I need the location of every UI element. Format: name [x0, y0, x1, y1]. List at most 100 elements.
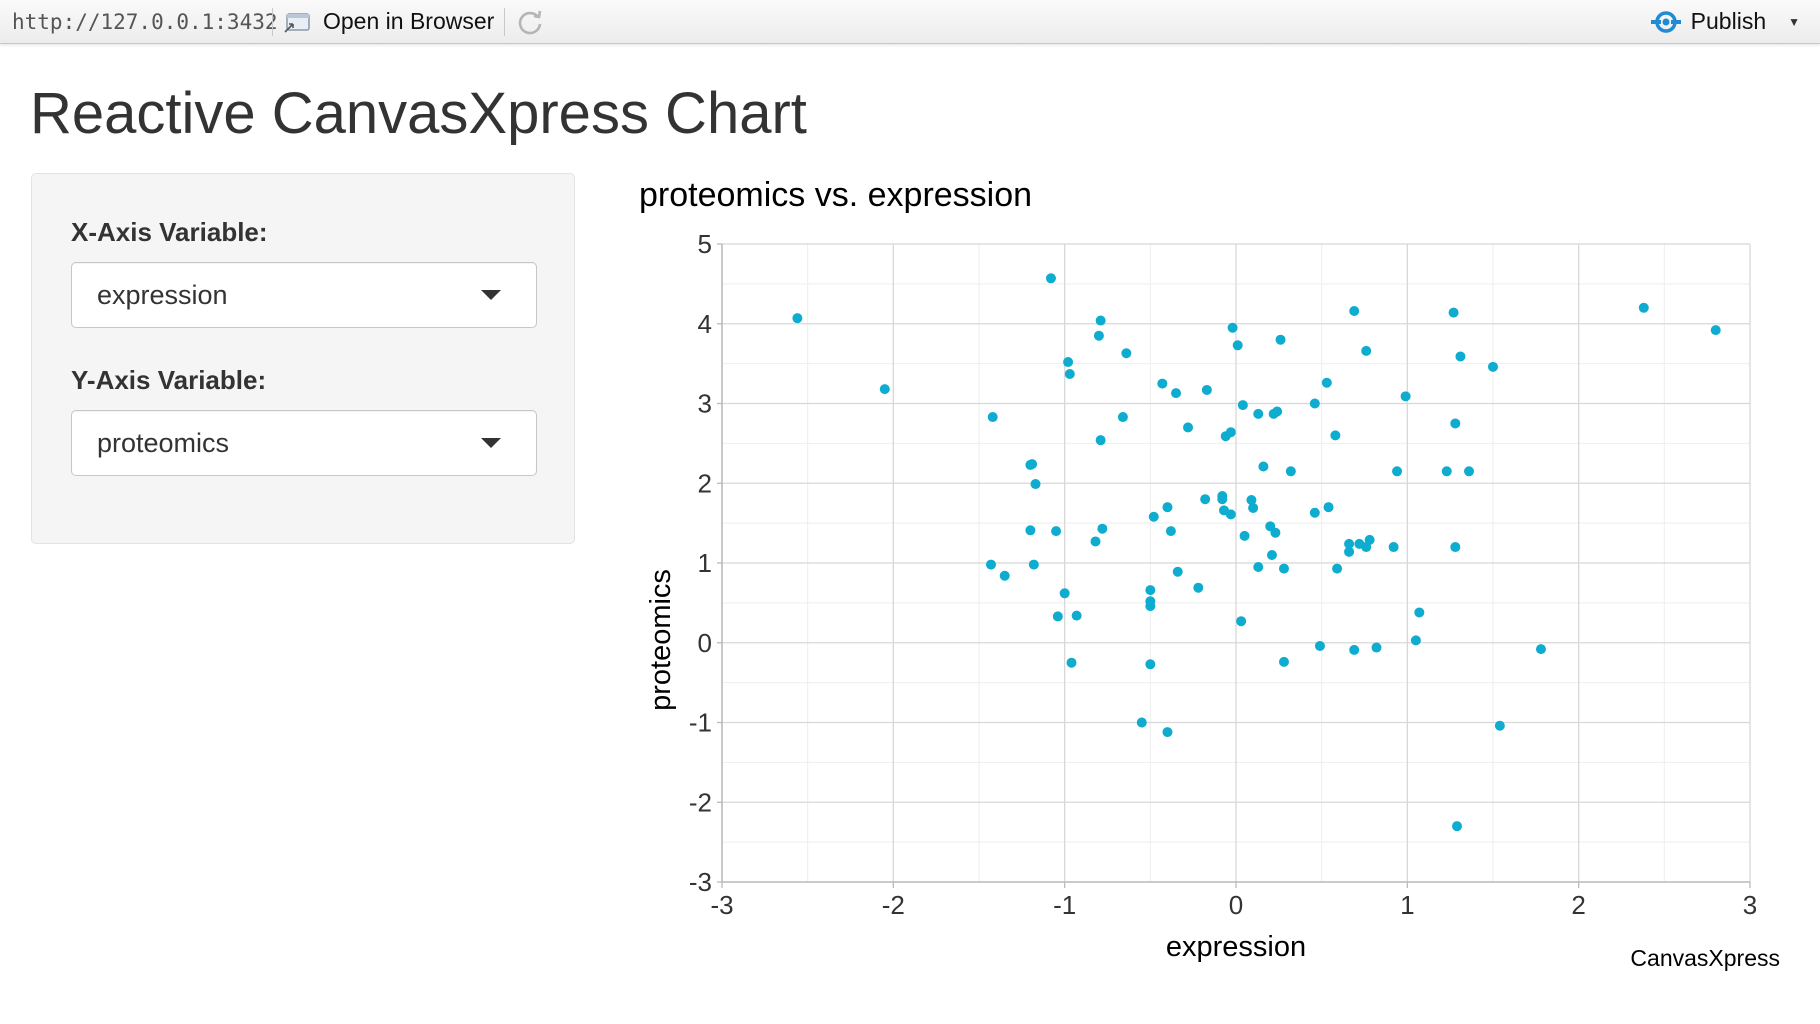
data-point [1157, 378, 1168, 389]
data-point [1248, 502, 1259, 513]
chart-title: proteomics vs. expression [639, 176, 1032, 214]
open-in-browser-button[interactable]: Open in Browser [283, 8, 494, 35]
data-point [1225, 509, 1236, 520]
sidebar-panel: X-Axis Variable: expression Y-Axis Varia… [31, 173, 575, 544]
data-point [1441, 466, 1452, 477]
data-point [1344, 538, 1355, 549]
data-point [1266, 550, 1277, 561]
data-point [1093, 330, 1104, 341]
scatter-chart: proteomics vs. expression -3 -2 -1 0 1 2 3 -3-… [639, 176, 1780, 971]
data-point [1162, 727, 1173, 738]
x-axis-label: X-Axis Variable: [71, 217, 268, 247]
x-tick-label: 1 [1400, 890, 1414, 920]
y-tick-label: 5 [698, 229, 712, 259]
y-axis-label: Y-Axis Variable: [71, 365, 267, 395]
data-point [1361, 345, 1372, 356]
data-point [1388, 542, 1399, 553]
data-point [1145, 601, 1156, 612]
x-tick-label: -1 [1053, 890, 1076, 920]
data-point [1227, 322, 1238, 333]
canvasxpress-branding: CanvasXpress [1630, 945, 1780, 971]
data-point [1172, 566, 1183, 577]
data-point [1095, 315, 1106, 326]
data-point [1236, 616, 1247, 627]
data-point [1217, 494, 1228, 505]
data-point [1272, 406, 1283, 417]
data-points [792, 273, 1721, 832]
data-point [1448, 307, 1459, 318]
publish-label: Publish [1690, 8, 1767, 34]
data-point [1309, 507, 1320, 518]
data-point [1371, 642, 1382, 653]
data-point [1095, 435, 1106, 446]
data-point [1253, 561, 1264, 572]
data-point [1285, 466, 1296, 477]
data-point [1052, 611, 1063, 622]
data-point [1349, 305, 1360, 316]
refresh-button[interactable] [515, 7, 545, 37]
y-tick-label: 0 [698, 628, 712, 658]
data-point [1364, 534, 1375, 545]
data-point [1464, 466, 1475, 477]
data-point [1045, 273, 1056, 284]
y-axis-select[interactable]: proteomics [71, 410, 537, 476]
dropdown-caret-icon [481, 290, 501, 300]
y-tick-label: 3 [698, 389, 712, 419]
data-point [1063, 357, 1074, 368]
data-point [1136, 717, 1147, 728]
publish-button[interactable]: Publish ▼ [1649, 0, 1800, 43]
data-point [1278, 656, 1289, 667]
data-point [1278, 563, 1289, 574]
data-point [1488, 361, 1498, 372]
y-tick-label: 2 [698, 468, 712, 498]
data-point [1270, 527, 1281, 538]
data-point [1027, 459, 1038, 470]
y-axis-title: proteomics [645, 569, 677, 711]
data-point [1344, 546, 1355, 557]
data-point [1321, 377, 1332, 388]
data-point [1097, 523, 1108, 534]
data-point [1090, 536, 1101, 547]
data-point [1309, 398, 1320, 409]
data-point [1059, 588, 1070, 599]
x-axis-select[interactable]: expression [71, 262, 537, 328]
open-in-browser-icon [284, 12, 310, 33]
chevron-down-icon[interactable]: ▼ [1788, 14, 1800, 29]
x-tick-labels: -3 -2 -1 0 1 2 3 [710, 882, 1757, 920]
data-point [1121, 348, 1132, 359]
url-display: http://127.0.0.1:3432 [12, 9, 278, 34]
data-point [1064, 368, 1075, 379]
data-point [1253, 408, 1264, 419]
x-tick-label: -3 [710, 890, 733, 920]
x-axis-title: expression [1166, 931, 1306, 963]
data-point [1201, 384, 1212, 395]
toolbar-divider [272, 7, 273, 36]
data-point [1066, 657, 1077, 668]
data-point [1200, 494, 1211, 505]
data-point [1323, 502, 1334, 513]
data-point [1332, 563, 1343, 574]
data-point [985, 559, 996, 570]
data-point [1452, 821, 1463, 832]
data-point [879, 384, 890, 395]
y-axis-selected-value: proteomics [97, 428, 230, 458]
data-point [1193, 582, 1204, 593]
data-point [1145, 659, 1156, 670]
major-grid [721, 243, 1751, 883]
y-tick-label: -1 [689, 708, 712, 738]
y-tick-label: -2 [689, 787, 712, 817]
data-point [1071, 610, 1082, 621]
data-point [1030, 479, 1041, 490]
data-point [1410, 635, 1421, 646]
data-point [1494, 720, 1505, 731]
data-point [1232, 340, 1243, 351]
open-in-browser-label: Open in Browser [323, 8, 495, 34]
data-point [1183, 422, 1194, 433]
refresh-icon [519, 10, 542, 34]
x-tick-label: 2 [1571, 890, 1585, 920]
data-point [1455, 351, 1466, 362]
data-point [1246, 494, 1257, 505]
data-point [1330, 430, 1341, 441]
data-point [1414, 607, 1425, 618]
data-point [1314, 640, 1325, 651]
